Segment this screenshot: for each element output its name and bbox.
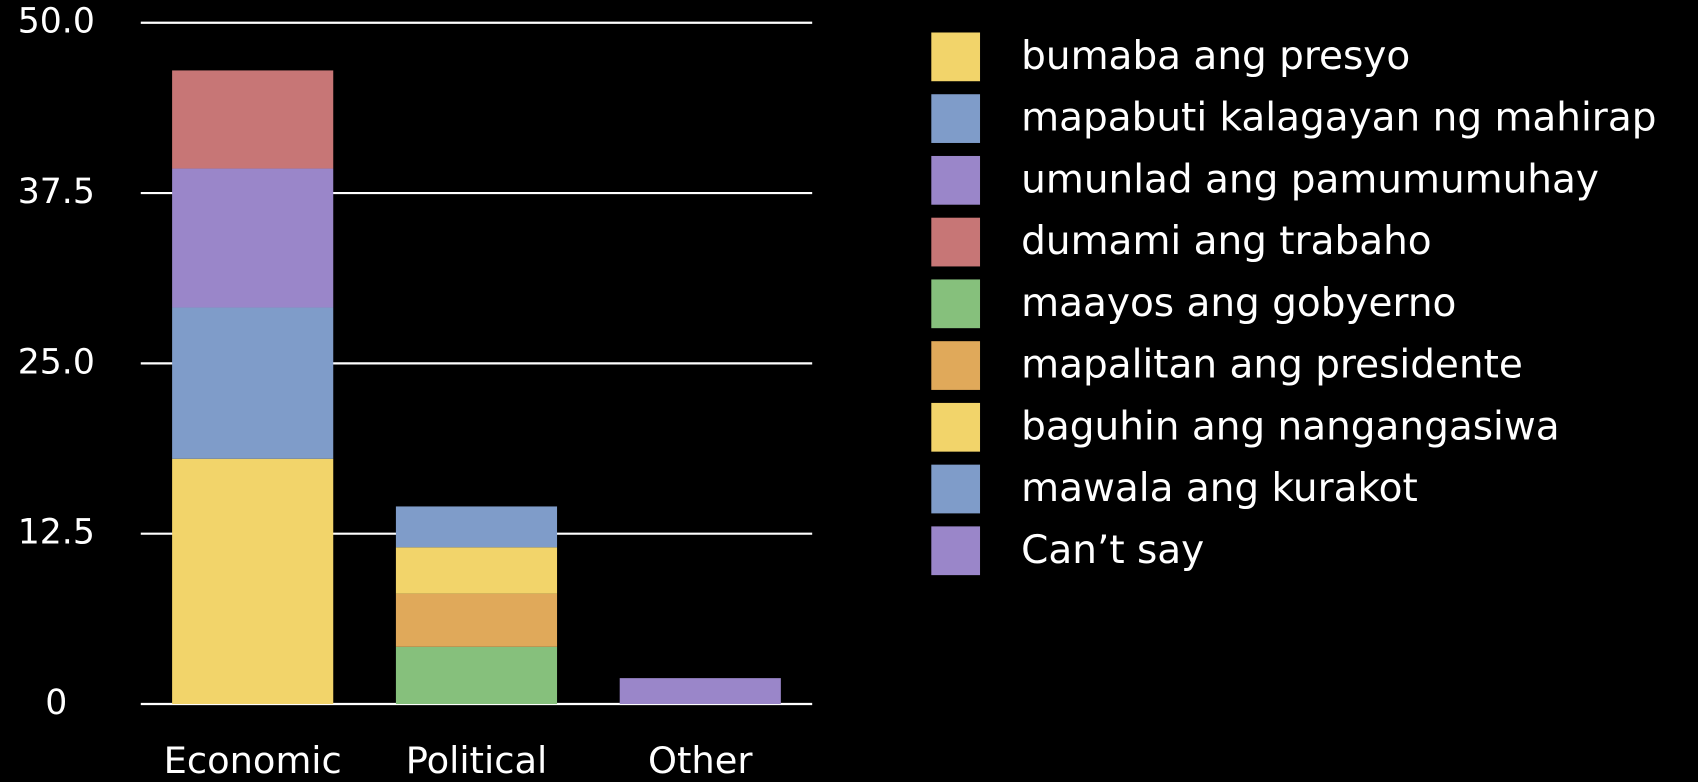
- legend-swatch: [931, 155, 981, 205]
- x-tick-label: Political: [406, 739, 548, 782]
- bar-segment: [395, 547, 558, 594]
- legend-label: baguhin ang nangangasiwa: [1021, 404, 1559, 449]
- x-tick-label: Economic: [164, 739, 342, 782]
- y-tick-label: 50.0: [18, 2, 95, 42]
- legend-label: Can’t say: [1021, 528, 1204, 573]
- y-tick-label: 25.0: [18, 342, 95, 382]
- x-tick-label: Other: [648, 739, 753, 782]
- legend-swatch: [931, 94, 981, 143]
- legend-swatch: [931, 402, 981, 452]
- legend-swatch: [931, 464, 981, 514]
- bar-segment: [395, 646, 558, 705]
- legend-label: bumaba ang presyo: [1021, 34, 1410, 79]
- legend-swatch: [931, 526, 981, 576]
- legend-label: mapalitan ang presidente: [1021, 343, 1523, 388]
- bar-segment: [172, 70, 334, 169]
- legend-swatch: [931, 217, 981, 267]
- bar-segment: [619, 678, 781, 705]
- bar-segment: [172, 458, 334, 705]
- legend-swatch: [931, 341, 981, 390]
- legend-label: dumami ang trabaho: [1021, 219, 1431, 264]
- bar-segment: [395, 506, 558, 548]
- y-tick-label: 37.5: [18, 172, 95, 212]
- bar-segment: [395, 593, 558, 647]
- legend-label: mapabuti kalagayan ng mahirap: [1021, 96, 1656, 141]
- y-tick-label: 12.5: [18, 513, 95, 553]
- y-tick-label: 0: [45, 683, 67, 723]
- bar-segment: [172, 307, 334, 459]
- legend-label: maayos ang gobyerno: [1021, 281, 1456, 326]
- legend-swatch: [931, 32, 981, 82]
- legend-label: umunlad ang pamumumuhay: [1021, 157, 1599, 202]
- legend-swatch: [931, 279, 981, 329]
- legend-label: mawala ang kurakot: [1021, 466, 1418, 511]
- bar-segment: [172, 168, 334, 308]
